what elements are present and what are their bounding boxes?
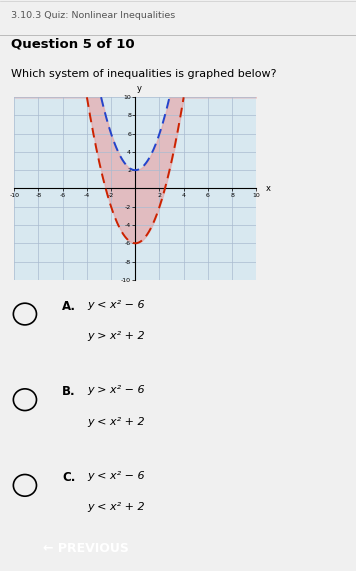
- Text: y > x² − 6: y > x² − 6: [87, 385, 145, 396]
- Text: C.: C.: [62, 471, 76, 484]
- Text: Which system of inequalities is graphed below?: Which system of inequalities is graphed …: [11, 69, 276, 79]
- Text: B.: B.: [62, 385, 76, 399]
- Text: 3.10.3 Quiz: Nonlinear Inequalities: 3.10.3 Quiz: Nonlinear Inequalities: [11, 11, 175, 20]
- Text: y < x² − 6: y < x² − 6: [87, 300, 145, 310]
- Text: A.: A.: [62, 300, 76, 313]
- Text: y: y: [136, 83, 141, 93]
- Text: x: x: [266, 184, 271, 193]
- Text: y < x² + 2: y < x² + 2: [87, 417, 145, 427]
- Text: ← PREVIOUS: ← PREVIOUS: [42, 542, 129, 555]
- Text: y < x² + 2: y < x² + 2: [87, 502, 145, 513]
- Text: y < x² − 6: y < x² − 6: [87, 471, 145, 481]
- Text: y > x² + 2: y > x² + 2: [87, 331, 145, 341]
- Text: Question 5 of 10: Question 5 of 10: [11, 37, 134, 50]
